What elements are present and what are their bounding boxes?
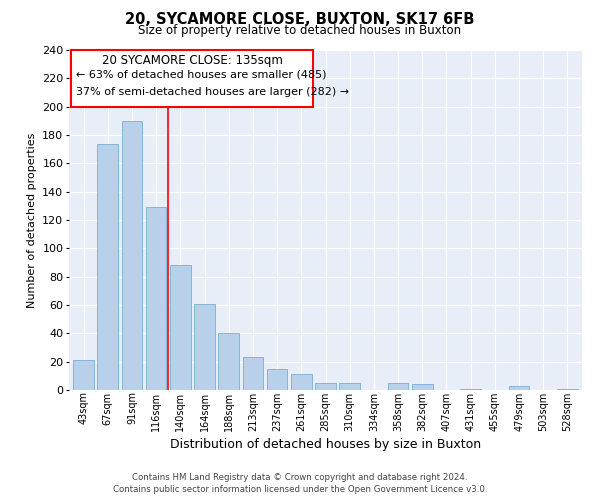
Bar bbox=[97, 144, 118, 390]
Text: Contains HM Land Registry data © Crown copyright and database right 2024.
Contai: Contains HM Land Registry data © Crown c… bbox=[113, 472, 487, 494]
Bar bbox=[460, 388, 481, 390]
Text: 20 SYCAMORE CLOSE: 135sqm: 20 SYCAMORE CLOSE: 135sqm bbox=[102, 54, 283, 67]
Bar bbox=[146, 207, 166, 390]
Bar bbox=[557, 388, 578, 390]
FancyBboxPatch shape bbox=[71, 50, 313, 106]
Bar bbox=[412, 384, 433, 390]
Bar bbox=[242, 358, 263, 390]
Bar bbox=[218, 334, 239, 390]
Bar bbox=[73, 360, 94, 390]
Bar bbox=[267, 369, 287, 390]
X-axis label: Distribution of detached houses by size in Buxton: Distribution of detached houses by size … bbox=[170, 438, 481, 450]
Bar bbox=[170, 266, 191, 390]
Text: 37% of semi-detached houses are larger (282) →: 37% of semi-detached houses are larger (… bbox=[76, 87, 349, 97]
Text: ← 63% of detached houses are smaller (485): ← 63% of detached houses are smaller (48… bbox=[76, 70, 327, 80]
Bar bbox=[291, 374, 311, 390]
Bar bbox=[388, 383, 409, 390]
Bar bbox=[315, 383, 336, 390]
Bar bbox=[122, 121, 142, 390]
Bar bbox=[509, 386, 529, 390]
Bar bbox=[340, 383, 360, 390]
Text: Size of property relative to detached houses in Buxton: Size of property relative to detached ho… bbox=[139, 24, 461, 37]
Y-axis label: Number of detached properties: Number of detached properties bbox=[26, 132, 37, 308]
Text: 20, SYCAMORE CLOSE, BUXTON, SK17 6FB: 20, SYCAMORE CLOSE, BUXTON, SK17 6FB bbox=[125, 12, 475, 28]
Bar bbox=[194, 304, 215, 390]
